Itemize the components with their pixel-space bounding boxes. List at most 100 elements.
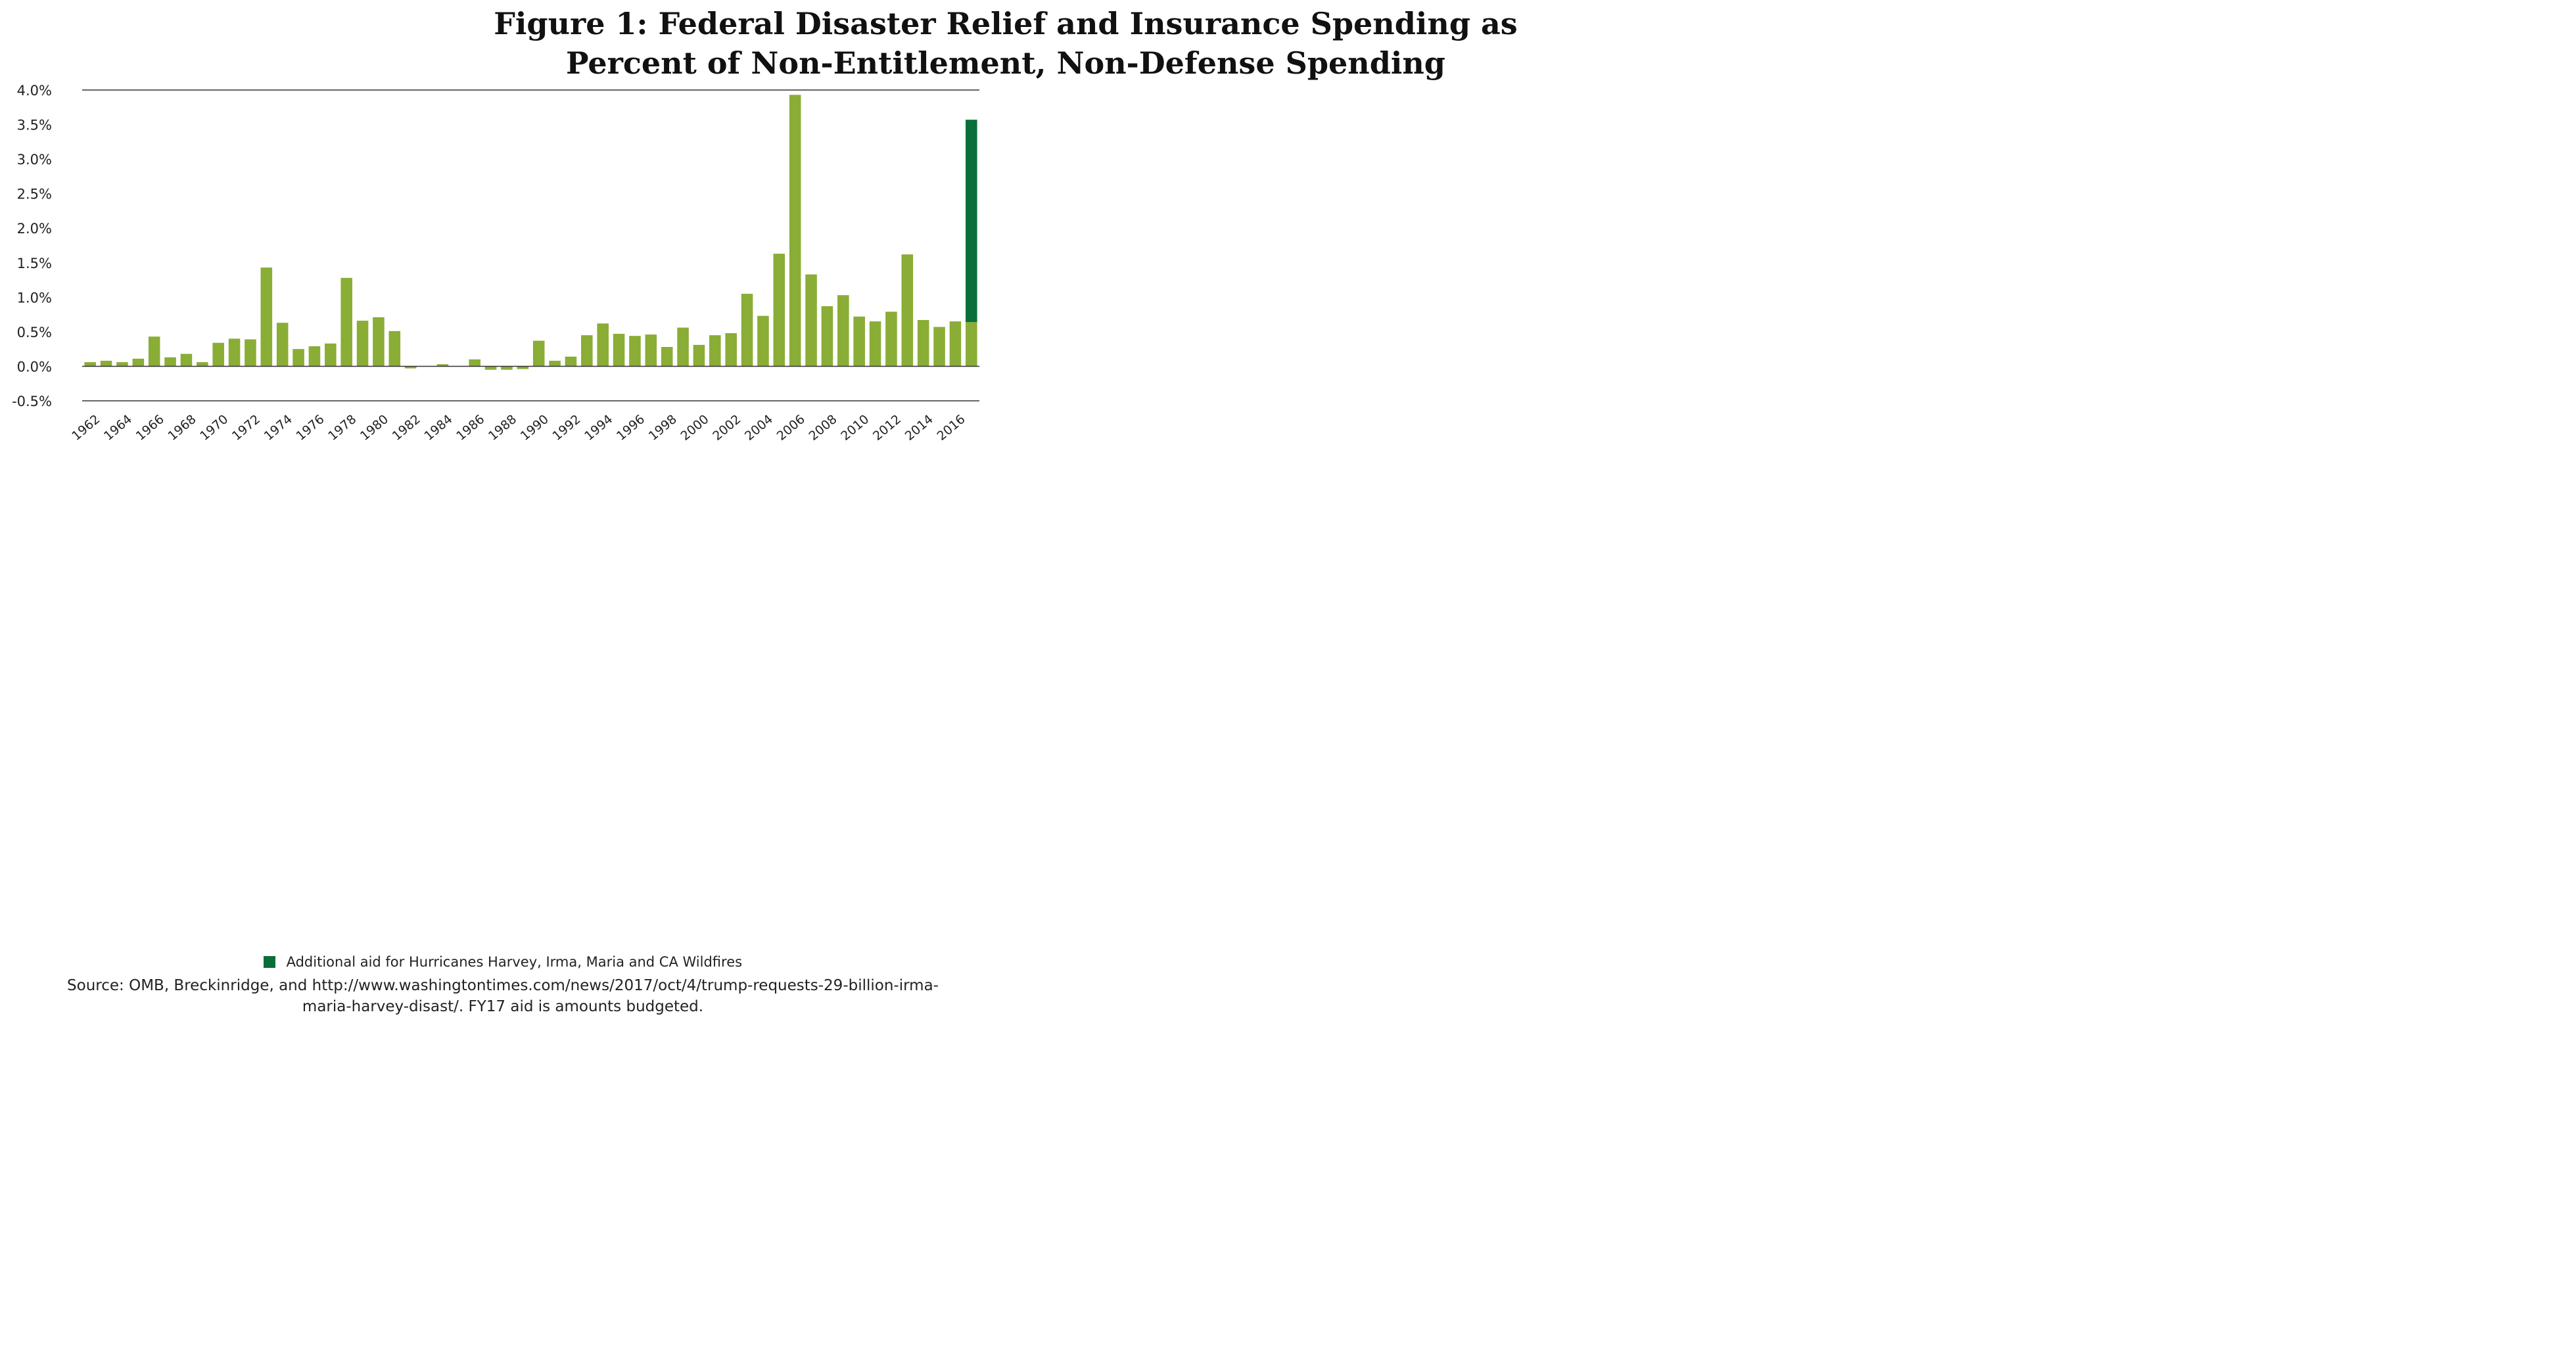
y-tick-label: 3.0%: [17, 152, 52, 168]
x-tick-label: 1998: [646, 412, 680, 444]
x-tick-label: 1996: [614, 412, 647, 444]
x-tick-label: 2002: [710, 412, 743, 444]
bar-1976: [308, 346, 321, 367]
bar-1994: [597, 323, 609, 367]
x-tick-label: 2010: [838, 412, 872, 444]
x-tick-label: 1976: [293, 412, 327, 444]
bar-2017: [966, 322, 977, 367]
source-note: Source: OMB, Breckinridge, and http://ww…: [0, 975, 1006, 1017]
x-tick-label: 1992: [550, 412, 583, 444]
chart-title: Figure 1: Federal Disaster Relief and In…: [0, 0, 2011, 83]
bar-1962: [84, 362, 96, 367]
bar-1977: [325, 343, 337, 367]
bar-1978: [340, 277, 352, 367]
bar-1968: [180, 354, 193, 367]
chart-title-line-2: Percent of Non-Entitlement, Non-Defense …: [566, 45, 1445, 81]
bar-1965: [132, 358, 145, 367]
bar-2001: [709, 335, 721, 367]
x-tick-label: 2016: [934, 412, 968, 444]
source-line-1: Source: OMB, Breckinridge, and http://ww…: [67, 977, 939, 994]
bar-1966: [148, 336, 160, 367]
bar-2015: [933, 327, 945, 367]
bar-2003: [741, 294, 753, 367]
bar-1975: [293, 349, 304, 367]
x-tick-label: 1984: [421, 412, 455, 444]
x-tick-label: 2000: [678, 412, 711, 444]
bar-1979: [356, 321, 369, 367]
bar-1991: [549, 361, 561, 367]
bar-2013: [901, 254, 914, 367]
bar-1990: [532, 340, 545, 367]
bar-additional-aid-2017: [966, 120, 977, 323]
x-tick-label: 2012: [870, 412, 904, 444]
y-tick-label: 2.0%: [17, 221, 52, 237]
x-tick-label: 2004: [742, 412, 776, 444]
bar-1993: [581, 335, 593, 367]
x-tick-label: 1972: [229, 412, 263, 444]
bar-2007: [805, 274, 817, 367]
y-tick-label: 0.5%: [17, 325, 52, 340]
bar-1969: [197, 362, 208, 367]
bar-1970: [212, 342, 224, 367]
legend: Additional aid for Hurricanes Harvey, Ir…: [0, 954, 1006, 970]
x-tick-label: 1974: [262, 412, 295, 444]
bar-1997: [645, 334, 657, 367]
legend-swatch: [263, 956, 275, 968]
bar-1971: [228, 338, 241, 367]
bar-1986: [469, 359, 480, 367]
bar-1972: [245, 339, 256, 367]
bar-2011: [869, 321, 881, 367]
y-tick-label: 0.0%: [17, 359, 52, 375]
x-tick-label: 1980: [358, 412, 391, 444]
x-tick-label: 1986: [454, 412, 487, 444]
bar-1995: [613, 334, 625, 367]
bar-1999: [677, 327, 689, 367]
bar-2014: [917, 320, 929, 367]
legend-label: Additional aid for Hurricanes Harvey, Ir…: [286, 954, 743, 970]
x-tick-label: 1966: [133, 412, 167, 444]
x-tick-label: 2008: [806, 412, 839, 444]
source-line-2: maria-harvey-disast/. FY17 aid is amount…: [302, 998, 704, 1015]
bar-2012: [885, 311, 897, 367]
y-tick-label: -0.5%: [12, 394, 52, 409]
x-tick-label: 1964: [101, 412, 135, 444]
x-tick-label: 1962: [69, 412, 103, 444]
x-tick-label: 1994: [582, 412, 615, 444]
y-tick-label: 3.5%: [17, 118, 52, 133]
bar-2004: [757, 315, 769, 367]
bar-1989: [517, 366, 529, 369]
bar-1982: [404, 366, 417, 369]
bar-1987: [484, 366, 497, 370]
bar-1998: [661, 347, 673, 367]
bar-2000: [693, 344, 705, 367]
x-tick-label: 1990: [518, 412, 551, 444]
bar-2010: [853, 316, 865, 367]
y-tick-label: 1.0%: [17, 290, 52, 306]
bar-1996: [629, 336, 641, 367]
bar-1964: [116, 362, 128, 367]
bar-2005: [773, 254, 785, 367]
bar-1988: [501, 366, 513, 370]
x-tick-label: 2014: [902, 412, 936, 444]
bar-1967: [164, 357, 176, 367]
x-tick-label: 1978: [325, 412, 359, 444]
bar-1974: [276, 323, 289, 367]
x-tick-label: 1968: [165, 412, 199, 444]
y-tick-label: 2.5%: [17, 187, 52, 202]
bar-1992: [565, 356, 577, 367]
bar-2008: [821, 306, 833, 367]
bar-2006: [789, 95, 801, 367]
x-tick-label: 1988: [486, 412, 519, 444]
bar-1981: [388, 331, 401, 367]
bar-2009: [837, 295, 849, 367]
bar-2016: [949, 321, 962, 367]
bar-1963: [100, 361, 112, 367]
x-tick-label: 1982: [390, 412, 423, 444]
bar-1984: [436, 364, 449, 367]
bar-1973: [260, 267, 273, 367]
x-tick-label: 1970: [197, 412, 231, 444]
bar-1980: [373, 317, 385, 367]
y-tick-label: 1.5%: [17, 256, 52, 271]
bar-2002: [725, 332, 737, 367]
